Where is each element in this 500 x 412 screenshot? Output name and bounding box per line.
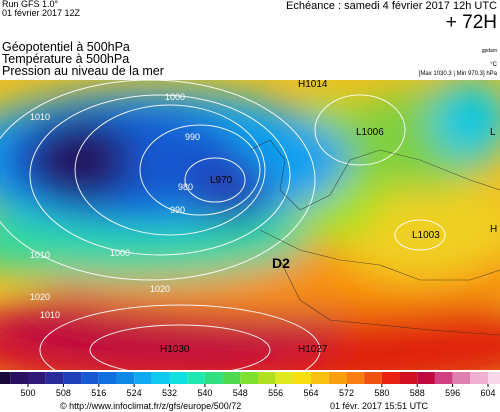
colorbar-segment [169, 372, 188, 384]
field: Géopotentiel à 500hPa [2, 40, 130, 54]
colorbar-segment [293, 372, 312, 384]
colorbar-label: 516 [91, 388, 106, 398]
isobar-label: 1010 [30, 112, 50, 122]
colorbar-segment [134, 372, 152, 384]
colorbar-label: 564 [304, 388, 319, 398]
colorbar-segment [275, 372, 294, 384]
pressure-center: L1006 [356, 127, 384, 138]
colorbar-segment [240, 372, 258, 384]
colorbar: 500 508 516 524 532 540 548 556 564 572 580 588 596 6… [0, 372, 500, 398]
field: Température à 500hPa [2, 52, 129, 66]
colorbar-segment [28, 372, 46, 384]
pressure-center: L1003 [412, 230, 440, 241]
colorbar-label: 556 [268, 388, 283, 398]
colorbar-segment [364, 372, 382, 384]
colorbar-segment [488, 372, 500, 384]
isobar-label: 1010 [40, 310, 60, 320]
colorbar-segment [0, 372, 11, 384]
colorbar-label: 524 [127, 388, 142, 398]
colorbar-segment [328, 372, 347, 384]
generated: 01 févr. 2017 15:51 UTC [330, 401, 429, 411]
colorbar-label: 596 [445, 388, 460, 398]
map [0, 80, 500, 370]
colorbar-label: 540 [197, 388, 212, 398]
field: Pression au niveau de la mer [2, 64, 164, 78]
colorbar-segment [470, 372, 488, 384]
pressure-center: H1014 [298, 79, 328, 90]
colorbar-segment [187, 372, 205, 384]
pressure-center: H [490, 224, 497, 235]
isobar-label: 1020 [150, 284, 170, 294]
colorbar-segment [45, 372, 64, 384]
colorbar-label: 604 [480, 388, 495, 398]
pressure-center: H1030 [160, 344, 190, 355]
colorbar-label: 572 [339, 388, 354, 398]
colorbar-label: 500 [20, 388, 35, 398]
lead-time: + 72H [446, 12, 497, 33]
colorbar-segment [311, 372, 329, 384]
isobar-label: 990 [170, 205, 185, 215]
run: Run GFS 1.0° [2, 0, 59, 9]
isobars [0, 80, 446, 370]
colorbar-segment [258, 372, 276, 384]
unit: [Max 1030.3 | Min 970.3] hPa [419, 71, 498, 77]
colorbar-segment [204, 372, 223, 384]
colorbar-segment [381, 372, 400, 384]
colorbar-label: 508 [56, 388, 71, 398]
colorbar-segment [63, 372, 82, 384]
isobar-label: 990 [185, 132, 200, 142]
colorbar-label: 588 [410, 388, 425, 398]
map-labels: H1014 L1006 L970 H1030 H1027 L1003 L H 1010 1000 9… [30, 79, 497, 355]
colorbar-segment [222, 372, 241, 384]
isobar-label: 1000 [110, 248, 130, 258]
unit: gpdam [482, 48, 497, 54]
colorbar-segment [116, 372, 135, 384]
colorbar-segment [346, 372, 365, 384]
valid-time: Echéance : samedi 4 février 2017 12h UTC [286, 0, 497, 12]
region-marker: D2 [272, 255, 290, 271]
colorbar-segment [98, 372, 117, 384]
colorbar-label: 532 [162, 388, 177, 398]
isobar-label: 1010 [30, 250, 50, 260]
colorbar-label: 548 [233, 388, 248, 398]
isobar-label: 980 [178, 182, 193, 192]
colorbar-label: 580 [374, 388, 389, 398]
colorbar-segment [81, 372, 99, 384]
colorbar-segment [399, 372, 418, 384]
colorbar-segment [417, 372, 435, 384]
colorbar-segment [10, 372, 28, 384]
colorbar-segment [434, 372, 453, 384]
isobar-label: 1020 [30, 292, 50, 302]
pressure-center: L [490, 127, 496, 138]
source: © http://www.infoclimat.fr/z/gfs/europe/… [60, 401, 241, 411]
pressure-center: H1027 [298, 344, 328, 355]
run-date: 01 février 2017 12Z [2, 8, 81, 18]
isobar-label: 1000 [165, 92, 185, 102]
pressure-center: L970 [210, 175, 233, 186]
colorbar-segment [452, 372, 471, 384]
unit: °C [490, 62, 497, 68]
colorbar-segment [151, 372, 170, 384]
